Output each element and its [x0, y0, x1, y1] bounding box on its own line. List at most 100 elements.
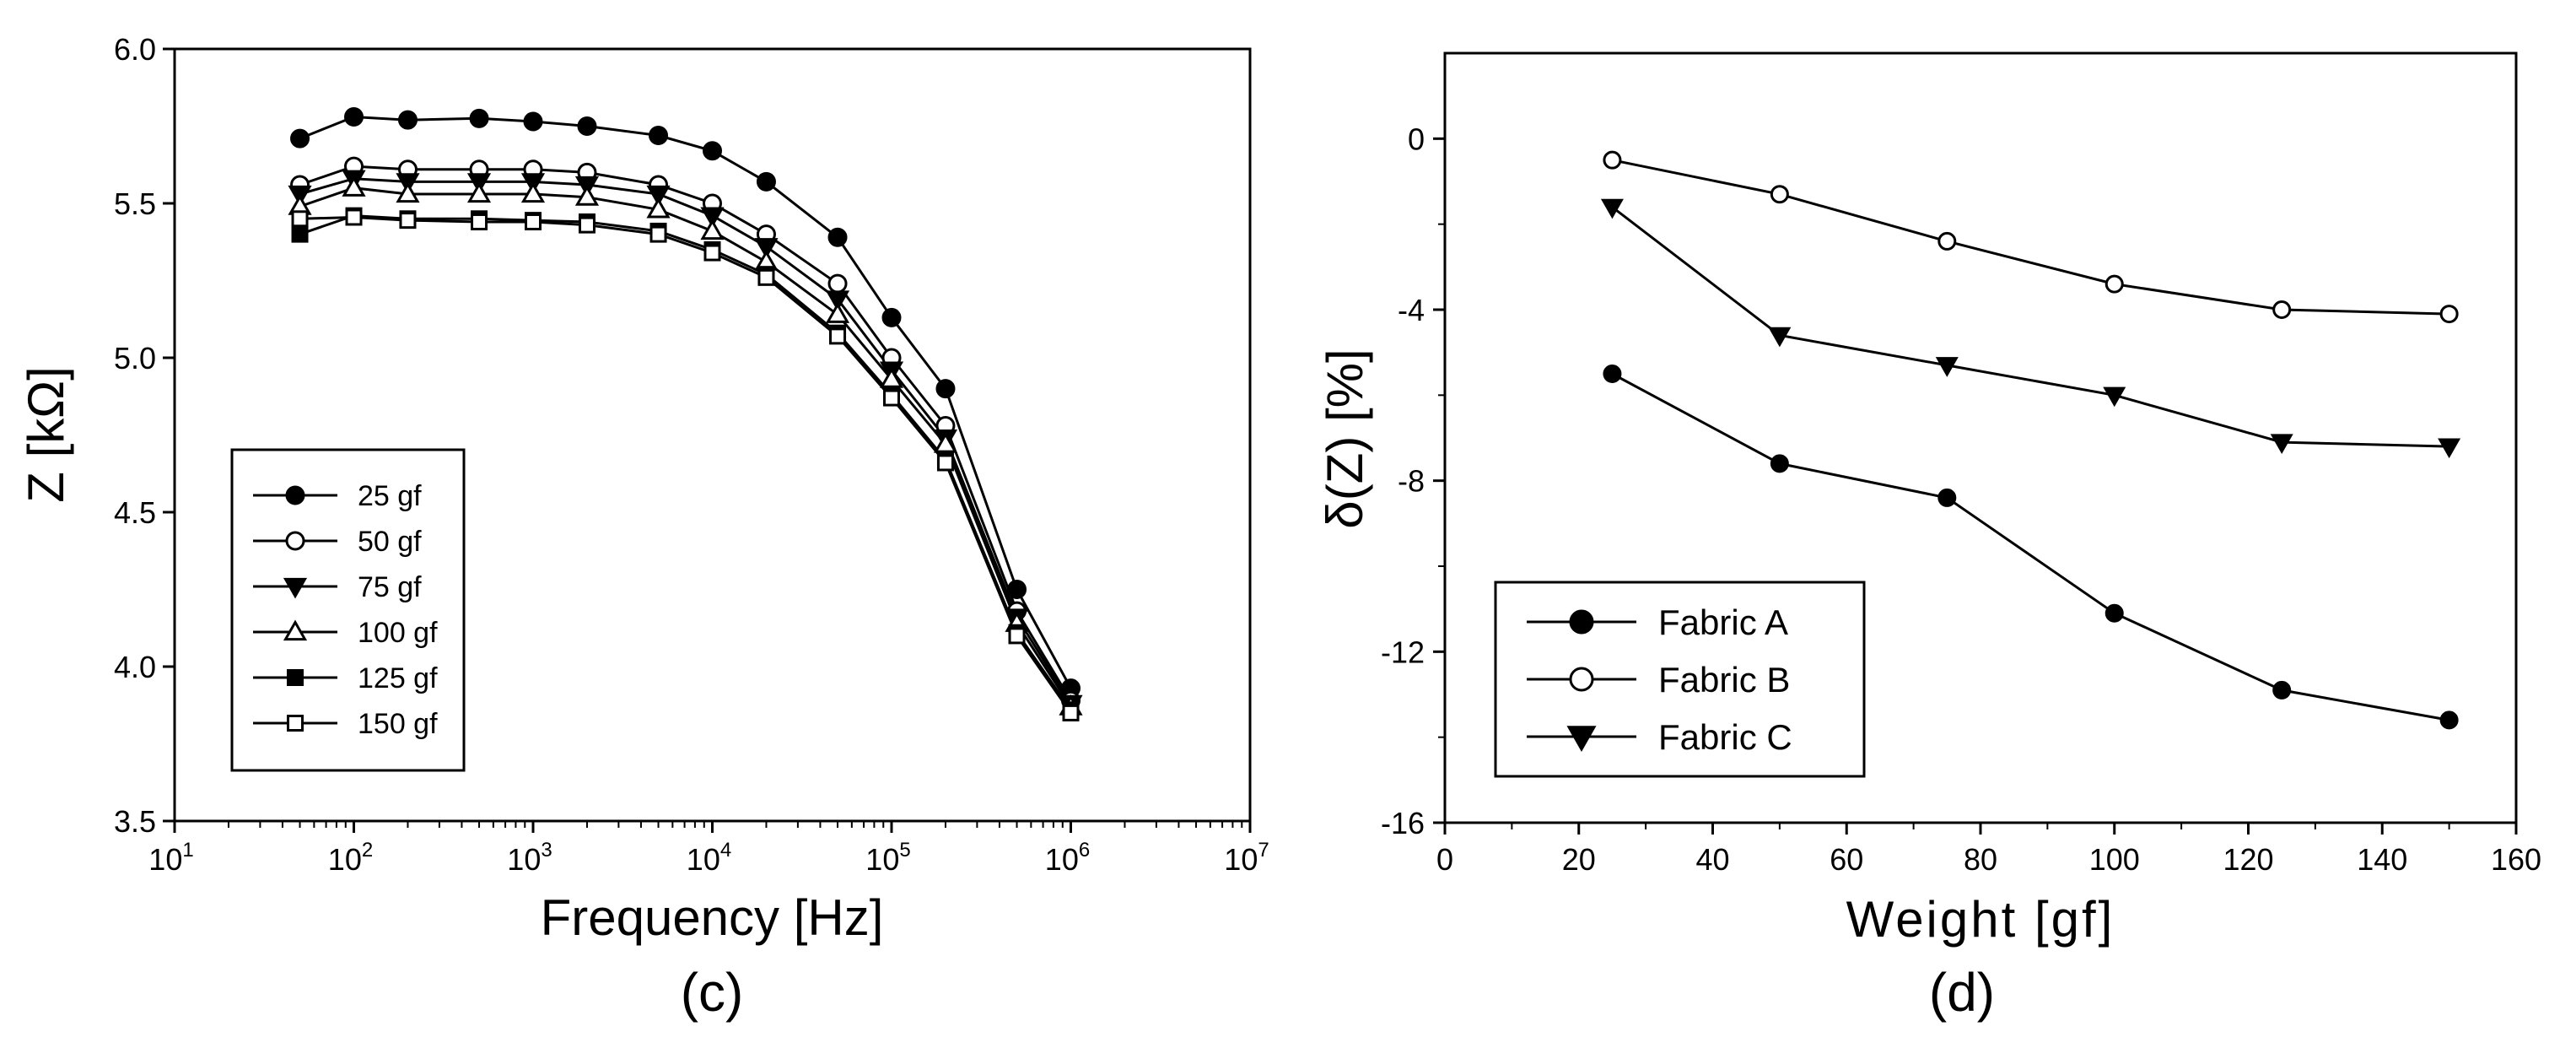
panel-d-x-tick-label: 100: [2089, 842, 2140, 877]
panel-c-point-150-gf: [829, 327, 847, 345]
panel-c-point-25-gf: [881, 307, 902, 327]
panel-d-x-tick-label: 120: [2223, 842, 2273, 877]
panel-d-y-tick-label: -4: [1398, 293, 1425, 327]
panel-c-point-50-gf: [827, 273, 848, 294]
panel-d-y-tick-label: -16: [1381, 806, 1425, 840]
panel-c-legend-label-100-gf: 100 gf: [358, 617, 438, 649]
panel-d-point-fabric-c: [2438, 438, 2461, 459]
panel-c-point-25-gf: [703, 141, 722, 161]
panel-d-weight-delta-chart: 0 20 40 60 80 100 120 140 160 0 -4 -8 -12 -16 Weight…: [1317, 51, 2541, 1023]
panel-d-point-fabric-a: [2439, 710, 2459, 730]
panel-c-x-tick-label: 102: [328, 839, 373, 877]
panel-c-point-150-gf: [291, 210, 309, 228]
panel-c-point-100-gf: [825, 302, 850, 323]
panel-c-point-150-gf: [578, 216, 595, 234]
panel-c-y-tick-label: 4.5: [114, 495, 156, 530]
panel-c-point-25-gf: [344, 107, 364, 127]
panel-d-legend-label-fabric-c: Fabric C: [1658, 717, 1792, 757]
panel-d-y-tick-label: -8: [1398, 464, 1425, 499]
panel-c-point-25-gf: [935, 379, 956, 399]
panel-c-point-150-gf: [471, 213, 488, 230]
panel-c-point-25-gf: [756, 171, 776, 192]
panel-c-point-150-gf: [1008, 627, 1026, 645]
panel-c-x-tick-label: 101: [148, 839, 193, 877]
panel-c-point-100-gf: [646, 197, 671, 219]
panel-d-point-fabric-a: [2272, 680, 2292, 700]
panel-d-y-tick-label: -12: [1381, 635, 1425, 669]
panel-d-point-fabric-c: [1935, 357, 1959, 377]
panel-d-series-markers: [1600, 150, 2461, 730]
panel-c-point-150-gf: [525, 213, 542, 230]
panel-c-x-tick-label: 105: [865, 839, 910, 877]
panel-c-point-25-gf: [290, 128, 310, 149]
panel-c-point-25-gf: [577, 116, 597, 136]
panel-c-frequency-impedance-chart: 101 102 103 104 105 106 107 3.5 4.0 4.5 5.0 5.5 6.0…: [18, 32, 1269, 1023]
panel-d-y-axis-title: δ(Z) [%]: [1317, 348, 1373, 528]
panel-c-x-tick-label: 107: [1224, 839, 1269, 877]
panel-d-point-fabric-b: [2272, 300, 2292, 319]
panel-c-y-axis-title: Z [kΩ]: [18, 366, 74, 503]
panel-d-tick-marks: [1433, 137, 2518, 835]
panel-c-series-markers: [288, 107, 1083, 721]
panel-d-legend-label-fabric-b: Fabric B: [1658, 660, 1790, 700]
panel-d-series-lines: [1611, 159, 2449, 721]
panel-c-point-150-gf: [883, 389, 900, 407]
panel-d-legend-marker-fabric-c: [1566, 726, 1597, 752]
panel-d-point-fabric-b: [2104, 274, 2124, 294]
panel-c-point-25-gf: [523, 111, 543, 132]
panel-c-legend: 25 gf 50 gf 75 gf 100 gf 125 gf 150 gf: [230, 448, 466, 772]
panel-c-point-150-gf: [936, 454, 954, 472]
panel-c-plot-frame: [173, 47, 1252, 823]
panel-d-line-fabric-a: [1611, 372, 2449, 721]
panel-d-point-fabric-a: [1937, 488, 1957, 507]
panel-c-point-150-gf: [345, 208, 363, 226]
panel-c-point-25-gf: [649, 125, 669, 145]
panel-c-legend-marker-125-gf: [287, 669, 304, 686]
panel-d-x-tick-label: 160: [2491, 842, 2541, 877]
panel-c-y-tick-label: 6.0: [114, 32, 156, 67]
panel-d-point-fabric-a: [2104, 603, 2124, 623]
panel-c-legend-label-125-gf: 125 gf: [358, 662, 438, 694]
panel-c-legend-marker-100-gf: [283, 619, 308, 641]
panel-d-legend: Fabric A Fabric B Fabric C: [1494, 581, 1866, 778]
panel-c-point-150-gf: [399, 212, 417, 230]
panel-d-point-fabric-c: [2103, 386, 2126, 408]
panel-d-x-tick-label: 60: [1830, 842, 1863, 877]
panel-c-point-100-gf: [342, 176, 366, 197]
panel-c-label: (c): [681, 962, 744, 1023]
panel-c-legend-label-50-gf: 50 gf: [358, 526, 422, 558]
panel-d-legend-label-fabric-a: Fabric A: [1658, 602, 1788, 642]
panel-d-x-tick-label: 80: [1964, 842, 1997, 877]
panel-c-x-tick-labels: 101 102 103 104 105 106 107: [148, 839, 1269, 877]
panel-d-point-fabric-b: [1603, 150, 1622, 170]
panel-c-line-50-gf: [299, 165, 1072, 702]
panel-c-y-tick-labels: 3.5 4.0 4.5 5.0 5.5 6.0: [114, 32, 156, 839]
panel-d-point-fabric-c: [2270, 434, 2293, 455]
panel-c-point-75-gf: [825, 290, 850, 311]
panel-c-x-tick-label: 106: [1045, 839, 1090, 877]
panel-c-line-25-gf: [299, 115, 1072, 689]
panel-d-point-fabric-c: [1600, 198, 1624, 219]
panel-d-legend-marker-fabric-a: [1569, 609, 1594, 635]
panel-c-x-tick-label: 104: [687, 839, 731, 877]
panel-c-legend-marker-50-gf: [285, 531, 305, 551]
panel-c-legend-box: [230, 448, 466, 772]
panel-d-x-tick-label: 0: [1436, 842, 1453, 877]
panel-d-point-fabric-a: [1603, 365, 1622, 383]
panel-d-label: (d): [1929, 962, 1995, 1023]
panel-c-y-tick-label: 3.5: [114, 804, 156, 839]
panel-d-point-fabric-b: [1937, 231, 1957, 251]
panel-c-point-25-gf: [827, 227, 848, 247]
panel-c-y-tick-label: 5.5: [114, 186, 156, 221]
panel-d-point-fabric-b: [2439, 305, 2459, 324]
panel-c-point-150-gf: [1062, 704, 1080, 721]
panel-c-legend-marker-25-gf: [285, 485, 305, 505]
panel-c-point-150-gf: [757, 268, 775, 286]
panel-d-x-tick-label: 40: [1695, 842, 1729, 877]
panel-c-point-75-gf: [700, 207, 725, 229]
panel-c-point-100-gf: [396, 181, 420, 203]
panel-d-point-fabric-a: [1770, 454, 1789, 473]
panel-d-y-tick-label: 0: [1408, 122, 1425, 156]
panel-c-legend-label-75-gf: 75 gf: [358, 571, 422, 603]
